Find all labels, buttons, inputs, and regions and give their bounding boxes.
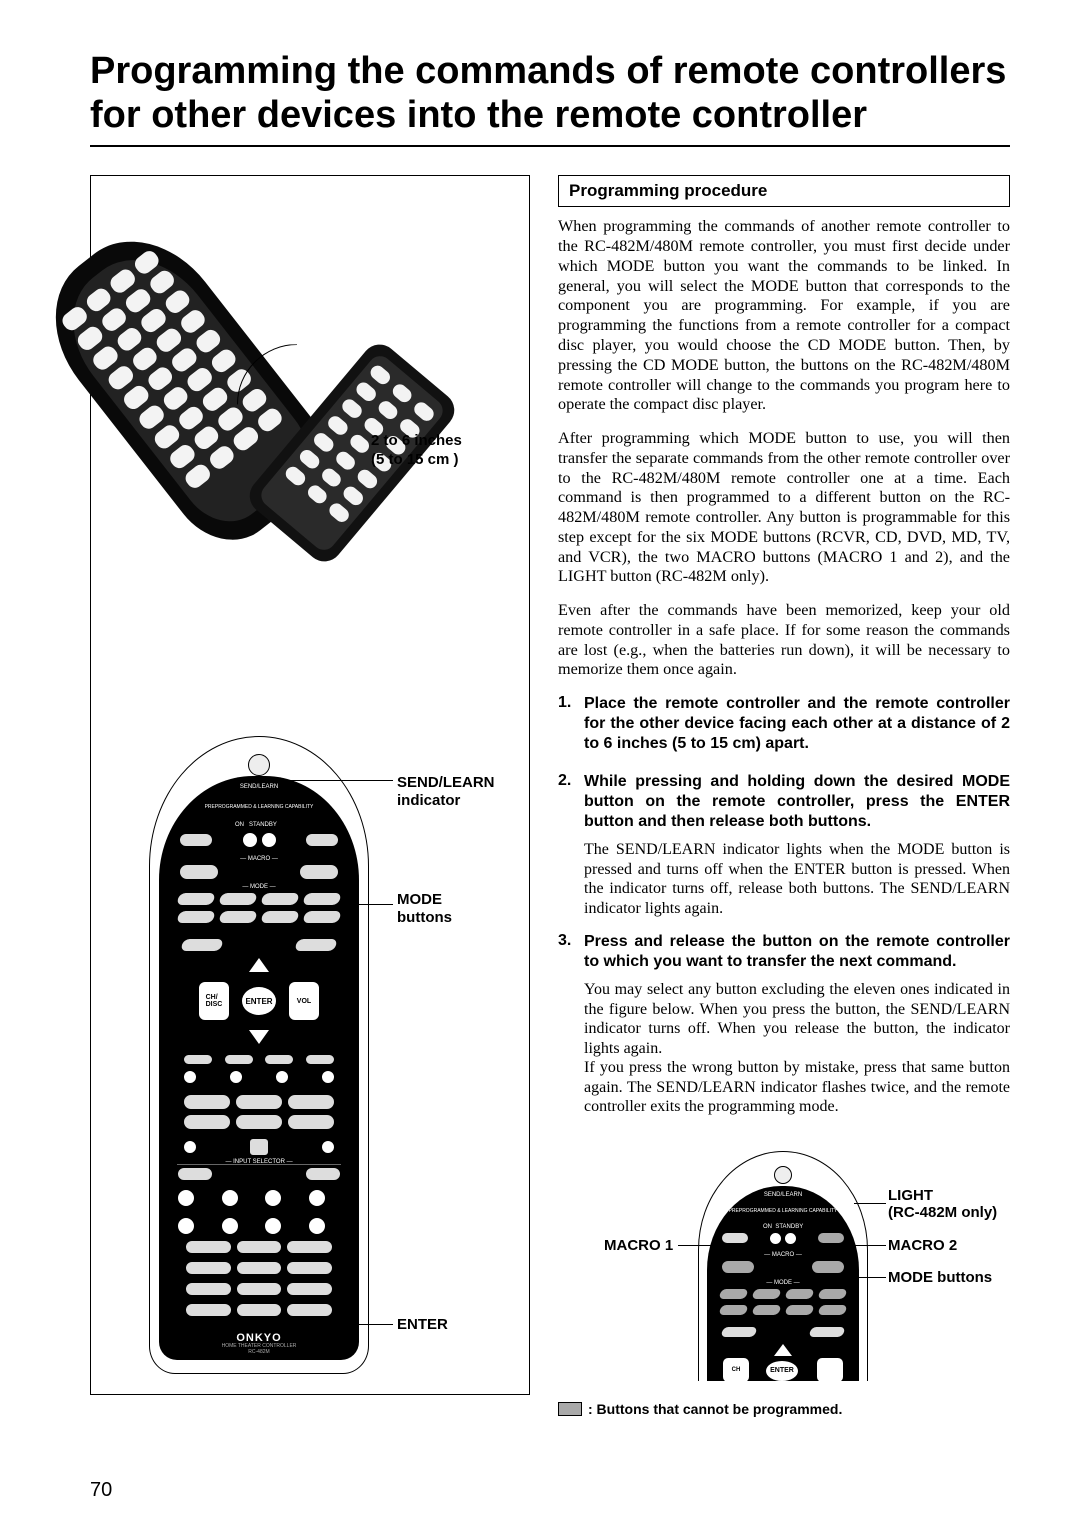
- step-title: Place the remote controller and the remo…: [584, 694, 1010, 754]
- step-item: 2. While pressing and holding down the d…: [558, 772, 1010, 832]
- figure-remotes-facing: 2 to 6 inches (5 to 15 cm ): [111, 196, 509, 576]
- callout-mode-buttons: MODE buttons: [888, 1269, 992, 1286]
- light-button-grey: [817, 1232, 845, 1244]
- send-learn-indicator-icon: [248, 754, 270, 776]
- callout-mode: MODE buttons: [397, 891, 452, 927]
- distance-label: 2 to 6 inches (5 to 15 cm ): [371, 432, 462, 470]
- step-number: 1.: [558, 694, 574, 754]
- callout-send-learn: SEND/LEARN indicator: [397, 774, 495, 810]
- callout-enter: ENTER: [397, 1316, 448, 1334]
- step-item: 1. Place the remote controller and the r…: [558, 694, 1010, 754]
- macro2-button-grey: [811, 1260, 845, 1274]
- step-body: You may select any button excluding the …: [584, 980, 1010, 1117]
- step-item: 3. Press and release the button on the r…: [558, 932, 1010, 972]
- model-label: HOME THEATER CONTROLLER RC-482M: [159, 1343, 359, 1355]
- step-number: 2.: [558, 772, 574, 832]
- callout-light: LIGHT (RC-482M only): [888, 1187, 997, 1222]
- callout-macro1: MACRO 1: [604, 1237, 673, 1254]
- enter-pill-icon: [286, 1303, 333, 1317]
- legend-text: : Buttons that cannot be programmed.: [588, 1401, 842, 1417]
- paragraph: After programming which MODE button to u…: [558, 429, 1010, 587]
- paragraph: Even after the commands have been memori…: [558, 601, 1010, 680]
- figure-box: 2 to 6 inches (5 to 15 cm ) SEND/LEARN P…: [90, 175, 530, 1395]
- legend-swatch-icon: [558, 1402, 582, 1416]
- text-column: Programming procedure When programming t…: [558, 175, 1010, 1417]
- figure-excluded-buttons: SEND/LEARN PREPROGRAMMED & LEARNING CAPA…: [558, 1131, 1010, 1401]
- step-title: While pressing and holding down the desi…: [584, 772, 1010, 832]
- enter-button-icon: ENTER: [241, 986, 277, 1016]
- section-heading: Programming procedure: [558, 175, 1010, 207]
- step-body: The SEND/LEARN indicator lights when the…: [584, 840, 1010, 918]
- page-title: Programming the commands of remote contr…: [90, 50, 1010, 147]
- page-number: 70: [90, 1479, 112, 1502]
- step-title: Press and release the button on the remo…: [584, 932, 1010, 972]
- figure-remote-diagram: SEND/LEARN PREPROGRAMMED & LEARNING CAPA…: [149, 736, 369, 1374]
- macro1-button-grey: [721, 1260, 755, 1274]
- step-number: 3.: [558, 932, 574, 972]
- paragraph: When programming the commands of another…: [558, 217, 1010, 415]
- legend: : Buttons that cannot be programmed.: [558, 1401, 1010, 1417]
- callout-macro2: MACRO 2: [888, 1237, 957, 1254]
- two-column-layout: 2 to 6 inches (5 to 15 cm ) SEND/LEARN P…: [90, 175, 1010, 1417]
